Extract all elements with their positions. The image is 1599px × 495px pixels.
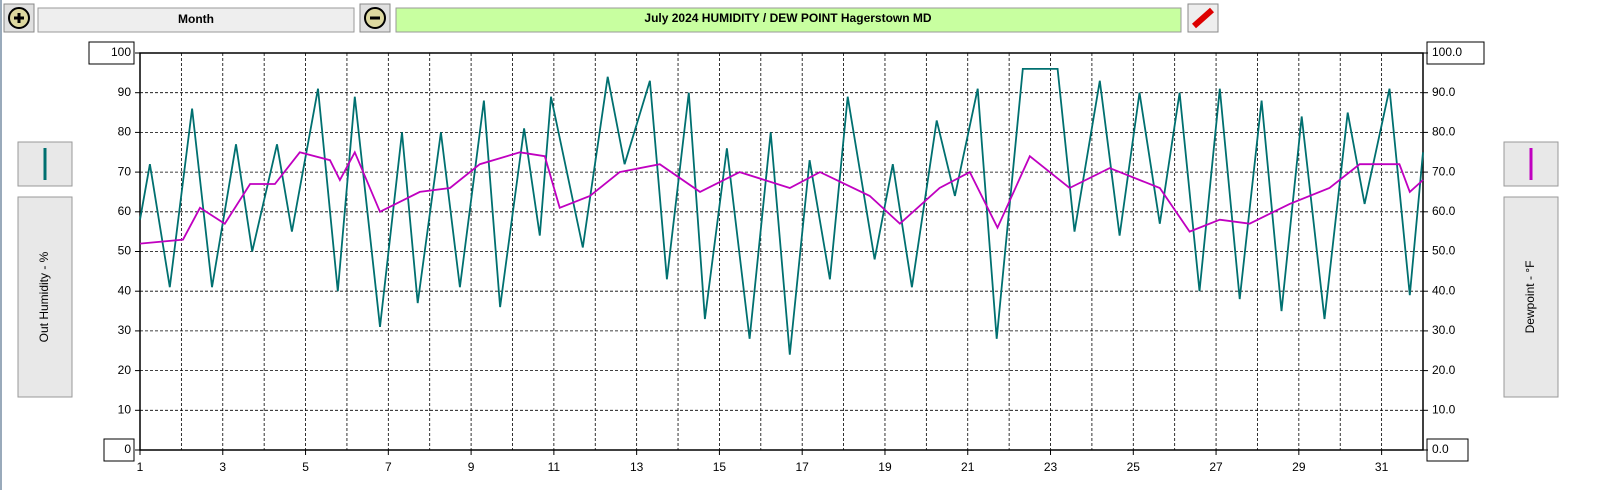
y-tick-label: 30 bbox=[118, 323, 132, 337]
y-tick-label: 20 bbox=[118, 363, 132, 377]
y-tick-label: 50 bbox=[118, 244, 132, 258]
y2-tick-label: 70.0 bbox=[1432, 164, 1456, 178]
y2-tick-label: 0.0 bbox=[1432, 442, 1449, 456]
period-field[interactable] bbox=[37, 7, 355, 33]
period-label: Month bbox=[178, 12, 214, 26]
x-tick-label: 9 bbox=[468, 460, 475, 474]
zoom-in-button[interactable] bbox=[3, 3, 35, 33]
y-tick-label: 70 bbox=[118, 164, 132, 178]
x-tick-label: 7 bbox=[385, 460, 392, 474]
x-tick-label: 13 bbox=[630, 460, 644, 474]
y-tick-label: 40 bbox=[118, 283, 132, 297]
y-tick-label: 100 bbox=[111, 45, 131, 59]
x-tick-label: 19 bbox=[878, 460, 892, 474]
x-tick-label: 15 bbox=[713, 460, 727, 474]
legend-label: Dewpoint - °F bbox=[1523, 261, 1537, 334]
series-line bbox=[139, 150, 1424, 245]
x-tick-label: 23 bbox=[1044, 460, 1058, 474]
y2-tick-label: 90.0 bbox=[1432, 85, 1456, 99]
x-tick-label: 21 bbox=[961, 460, 975, 474]
y2-tick-label: 50.0 bbox=[1432, 244, 1456, 258]
axis-box bbox=[103, 438, 135, 462]
y2-tick-label: 20.0 bbox=[1432, 363, 1456, 377]
y-tick-label: 90 bbox=[118, 85, 132, 99]
x-tick-label: 29 bbox=[1292, 460, 1306, 474]
button-frame[interactable] bbox=[1187, 3, 1219, 33]
x-tick-label: 27 bbox=[1209, 460, 1223, 474]
eraser-icon bbox=[1192, 7, 1214, 29]
y-tick-label: 60 bbox=[118, 204, 132, 218]
y2-tick-label: 30.0 bbox=[1432, 323, 1456, 337]
plus-icon bbox=[14, 13, 24, 23]
x-tick-label: 17 bbox=[796, 460, 810, 474]
legend-button[interactable] bbox=[17, 196, 73, 398]
y-tick-label: 10 bbox=[118, 402, 132, 416]
y2-tick-label: 100.0 bbox=[1432, 45, 1462, 59]
chart-title: July 2024 HUMIDITY / DEW POINT Hagerstow… bbox=[644, 11, 931, 25]
x-tick-label: 11 bbox=[548, 460, 561, 474]
y-tick-label: 80 bbox=[118, 125, 132, 139]
x-tick-label: 3 bbox=[219, 460, 226, 474]
y2-tick-label: 80.0 bbox=[1432, 125, 1456, 139]
edge bbox=[0, 0, 2, 490]
x-tick-label: 5 bbox=[302, 460, 309, 474]
x-tick-label: 1 bbox=[137, 460, 144, 474]
clear-button[interactable] bbox=[1187, 3, 1219, 33]
x-tick-label: 31 bbox=[1375, 460, 1389, 474]
x-tick-label: 25 bbox=[1127, 460, 1141, 474]
zoom-out-button[interactable] bbox=[359, 3, 391, 33]
title-field bbox=[395, 7, 1182, 33]
y2-tick-label: 40.0 bbox=[1432, 283, 1456, 297]
legend-button[interactable] bbox=[1503, 196, 1559, 398]
y2-tick-label: 60.0 bbox=[1432, 204, 1456, 218]
axis-box bbox=[88, 41, 135, 65]
legend-label: Out Humidity - % bbox=[37, 251, 51, 342]
series-line bbox=[139, 68, 1424, 355]
y-tick-label: 0 bbox=[124, 442, 131, 456]
y2-tick-label: 10.0 bbox=[1432, 402, 1456, 416]
